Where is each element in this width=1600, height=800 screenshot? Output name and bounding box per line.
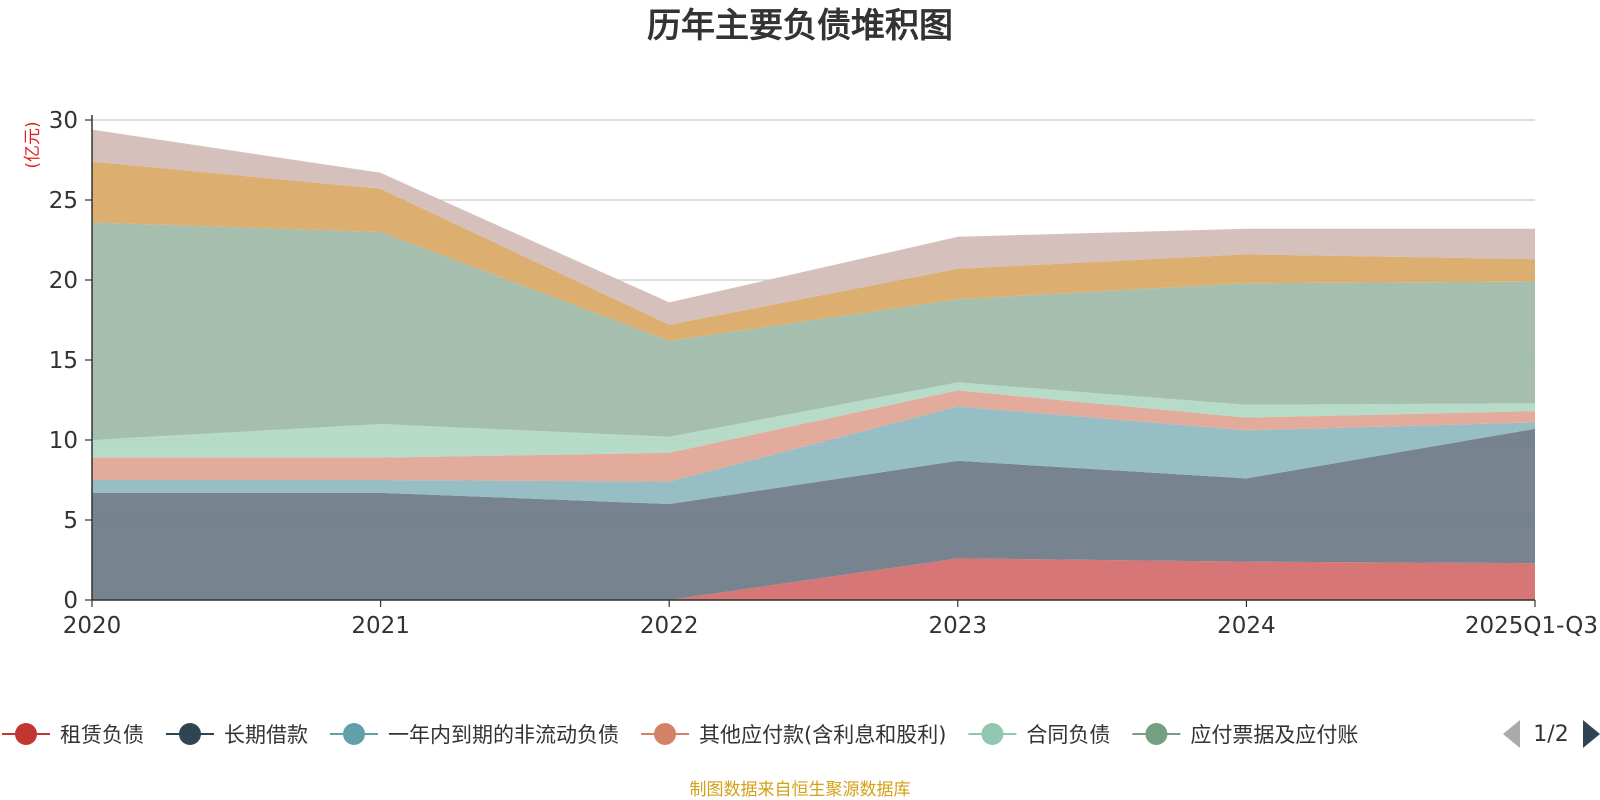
y-axis-unit: (亿元) [23, 121, 43, 168]
legend-marker [15, 723, 37, 745]
area-一年内到期的非流动负债 [92, 406, 1535, 504]
legend-marker [981, 723, 1004, 745]
y-tick-label: 10 [49, 428, 78, 454]
legend: 租赁负债 长期借款 一年内到期的非流动负债 其他应付款(含利息和股利) 合同负债 应付票据… [2, 723, 1358, 747]
legend-item[interactable]: 租赁负债 [2, 723, 144, 747]
axes: 2020 2021 2022 2023 2024 2025Q1-Q3 [63, 115, 1598, 639]
legend-item[interactable]: 合同负债 [968, 723, 1110, 747]
x-tick-label: 2022 [640, 613, 699, 639]
y-tick-label: 15 [49, 348, 78, 374]
legend-marker [179, 723, 201, 745]
x-tick-label: 2020 [63, 613, 122, 639]
area-series8 [92, 129, 1535, 325]
x-tick-label: 2025Q1-Q3 [1465, 613, 1598, 639]
legend-page-indicator: 1/2 [1533, 722, 1568, 747]
legend-marker [343, 723, 365, 745]
legend-label: 租赁负债 [60, 723, 144, 747]
legend-item[interactable]: 长期借款 [166, 723, 308, 747]
x-tick-label: 2023 [929, 613, 988, 639]
legend-item[interactable]: 其他应付款(含利息和股利) [641, 723, 946, 747]
legend-label: 合同负债 [1026, 723, 1110, 747]
legend-pager: 1/2 [1503, 720, 1600, 748]
data-source-note: 制图数据来自恒生聚源数据库 [690, 780, 911, 800]
x-tick-label: 2021 [351, 613, 410, 639]
area-其他应付款(含利息和股利) [92, 390, 1535, 482]
area-长期借款 [92, 428, 1535, 600]
stacked-areas [92, 129, 1535, 600]
y-tick-label: 25 [49, 188, 78, 214]
legend-marker [654, 723, 676, 745]
legend-prev-icon[interactable] [1503, 720, 1520, 748]
legend-item[interactable]: 应付票据及应付账 [1132, 723, 1358, 747]
area-series7 [92, 161, 1535, 341]
legend-label: 一年内到期的非流动负债 [388, 723, 619, 747]
legend-next-icon[interactable] [1583, 720, 1600, 748]
chart-title: 历年主要负债堆积图 [647, 6, 953, 46]
legend-label: 应付票据及应付账 [1190, 723, 1358, 747]
y-tick-label: 20 [49, 268, 78, 294]
legend-label: 长期借款 [224, 723, 308, 747]
area-应付票据及应付账款 [92, 222, 1535, 440]
y-tick-label: 30 [49, 108, 78, 134]
legend-label: 其他应付款(含利息和股利) [699, 723, 946, 747]
y-tick-label: 5 [63, 508, 78, 534]
legend-marker [1145, 723, 1168, 745]
x-tick-label: 2024 [1217, 613, 1276, 639]
area-合同负债 [92, 382, 1535, 458]
legend-item[interactable]: 一年内到期的非流动负债 [330, 723, 619, 747]
y-tick-label: 0 [63, 588, 78, 614]
